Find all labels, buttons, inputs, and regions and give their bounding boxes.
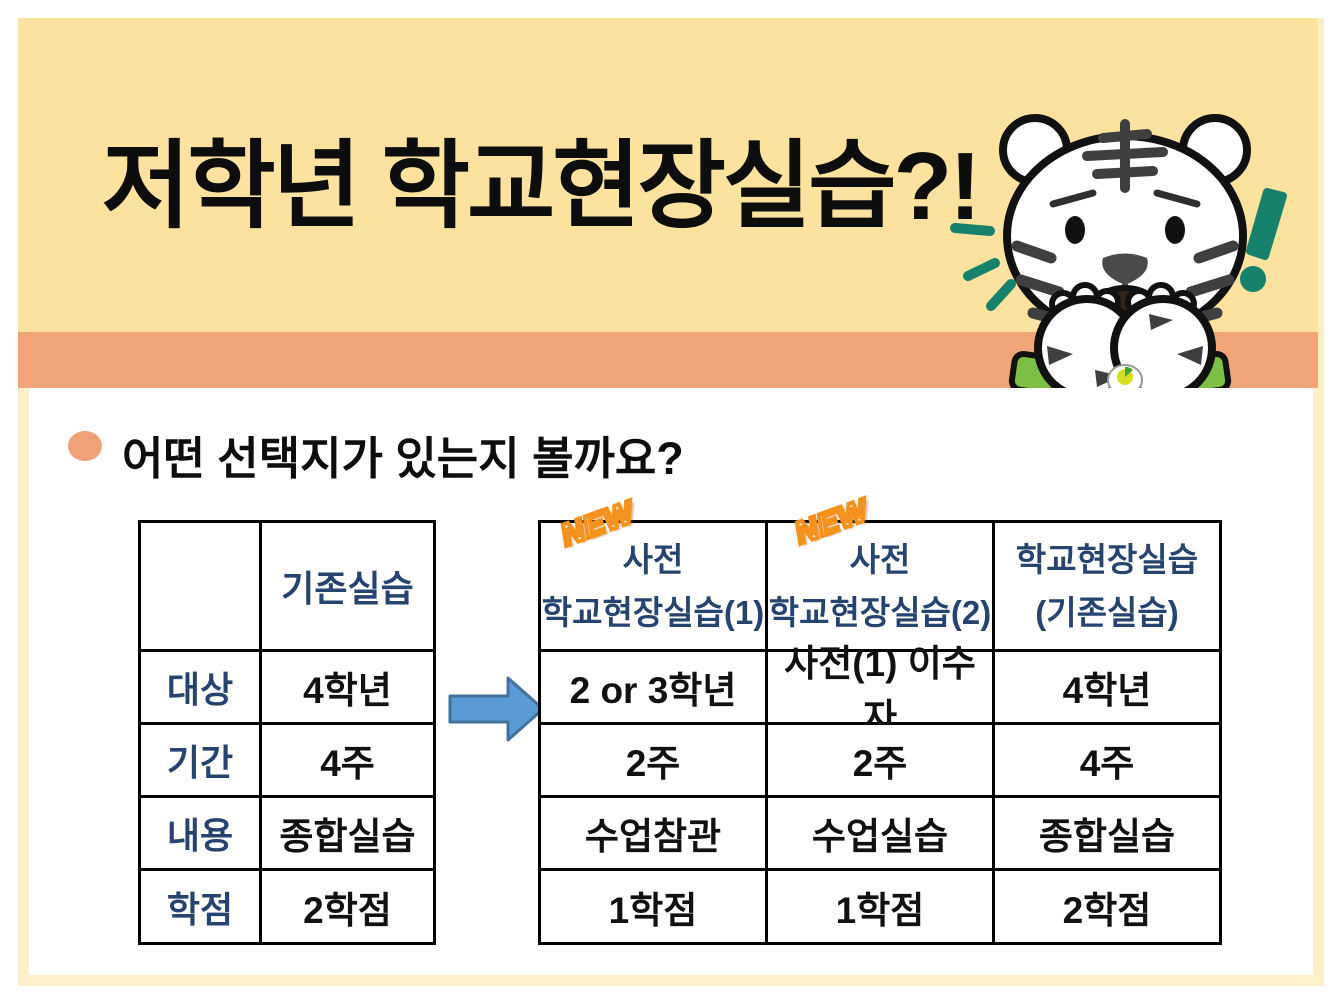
legacy-practice-table: 기존실습 대상 4학년 기간 4주 내용 종합실습 학점 2학점 — [138, 520, 436, 945]
table-cell: 종합실습 — [995, 798, 1219, 868]
chest-emblem — [1107, 364, 1143, 388]
legacy-header-cell: 기존실습 — [262, 523, 433, 649]
table-cell: 2주 — [768, 725, 992, 795]
table-cell: 수업참관 — [541, 798, 765, 868]
table-cell: 사전(1) 이수자 — [768, 643, 992, 738]
table-cell: 4학년 — [995, 652, 1219, 722]
emphasis-lines-icon — [950, 223, 1016, 311]
table-cell: 4주 — [995, 725, 1219, 795]
legacy-credit-value: 2학점 — [262, 871, 433, 942]
surprised-tiger-illustration — [950, 114, 1287, 388]
corner-cell — [141, 523, 259, 649]
option3-title-line2: (기존실습) — [1035, 594, 1179, 631]
table-cell: 1학점 — [541, 871, 765, 942]
row-label-period: 기간 — [141, 725, 259, 795]
exclamation-mark-icon — [1240, 188, 1287, 292]
page-title: 저학년 학교현장실습?! — [102, 133, 981, 240]
bullet-dot — [68, 431, 102, 461]
option2-title-line2: 학교현장실습(2) — [768, 594, 992, 631]
legacy-target-value: 4학년 — [262, 652, 433, 722]
table-cell: 2주 — [541, 725, 765, 795]
table-cell: 2 or 3학년 — [541, 652, 765, 722]
legacy-content-value: 종합실습 — [262, 798, 433, 868]
option3-header-cell: 학교현장실습 (기존실습) — [995, 523, 1219, 649]
option1-header-cell: 사전 학교현장실습(1) — [541, 523, 765, 649]
new-options-table: 사전 학교현장실습(1) 사전 학교현장실습(2) 학교현장실습 (기존실습) … — [538, 520, 1222, 945]
row-label-target: 대상 — [141, 652, 259, 722]
table-cell: 수업실습 — [768, 798, 992, 868]
option1-title-line2: 학교현장실습(1) — [541, 594, 765, 631]
question-text: 어떤 선택지가 있는지 볼까요? — [122, 433, 684, 484]
row-label-credit: 학점 — [141, 871, 259, 942]
row-label-content: 내용 — [141, 798, 259, 868]
table-cell: 1학점 — [768, 871, 992, 942]
table-cell: 2학점 — [995, 871, 1219, 942]
legacy-period-value: 4주 — [262, 725, 433, 795]
option1-title-line1: 사전 — [622, 541, 684, 578]
option3-title-line1: 학교현장실습 — [1015, 541, 1199, 578]
option2-header-cell: 사전 학교현장실습(2) — [768, 523, 992, 649]
transition-arrow-icon — [448, 676, 545, 742]
option2-title-line1: 사전 — [849, 541, 911, 578]
